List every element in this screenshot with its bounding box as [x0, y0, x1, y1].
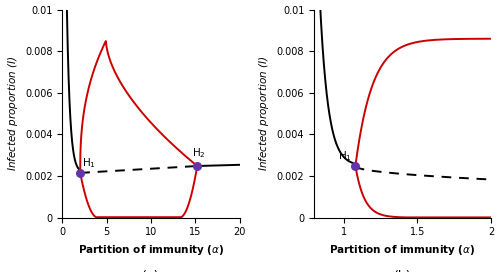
Y-axis label: Infected proportion ($I$): Infected proportion ($I$) — [257, 56, 271, 171]
X-axis label: Partition of immunity ($\alpha$): Partition of immunity ($\alpha$) — [330, 243, 476, 257]
Text: H$_1$: H$_1$ — [338, 149, 351, 163]
Text: (a): (a) — [142, 270, 160, 272]
Text: H$_1$: H$_1$ — [82, 157, 96, 171]
Text: H$_2$: H$_2$ — [192, 147, 205, 160]
Text: (b): (b) — [394, 270, 411, 272]
X-axis label: Partition of immunity ($\alpha$): Partition of immunity ($\alpha$) — [78, 243, 225, 257]
Y-axis label: Infected proportion ($I$): Infected proportion ($I$) — [6, 56, 20, 171]
